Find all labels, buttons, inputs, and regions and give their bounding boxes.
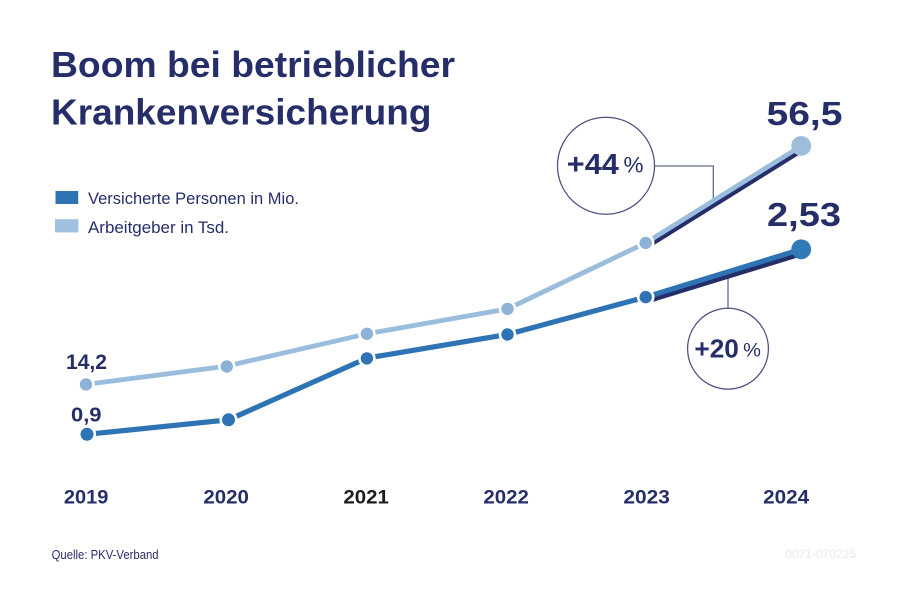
svg-text:+20: +20 bbox=[694, 333, 739, 363]
svg-text:0071-070225: 0071-070225 bbox=[785, 547, 856, 561]
svg-text:Krankenversicherung: Krankenversicherung bbox=[51, 92, 432, 133]
svg-text:Quelle: PKV-Verband: Quelle: PKV-Verband bbox=[52, 548, 159, 562]
svg-text:2022: 2022 bbox=[483, 487, 529, 509]
svg-text:0,9: 0,9 bbox=[71, 404, 102, 427]
svg-text:Boom bei betrieblicher: Boom bei betrieblicher bbox=[51, 44, 455, 85]
svg-text:2020: 2020 bbox=[203, 487, 249, 509]
svg-text:+44: +44 bbox=[567, 149, 619, 181]
svg-text:56,5: 56,5 bbox=[767, 95, 843, 132]
svg-text:%: % bbox=[624, 153, 644, 178]
svg-text:2023: 2023 bbox=[623, 487, 670, 509]
svg-text:%: % bbox=[743, 341, 761, 362]
svg-text:2,53: 2,53 bbox=[767, 196, 841, 233]
svg-text:2024: 2024 bbox=[763, 487, 809, 509]
svg-text:2021: 2021 bbox=[343, 487, 389, 509]
svg-text:Arbeitgeber in Tsd.: Arbeitgeber in Tsd. bbox=[88, 218, 229, 237]
svg-text:Versicherte Personen in Mio.: Versicherte Personen in Mio. bbox=[88, 189, 299, 208]
svg-text:2019: 2019 bbox=[64, 487, 109, 509]
svg-text:14,2: 14,2 bbox=[66, 350, 107, 374]
